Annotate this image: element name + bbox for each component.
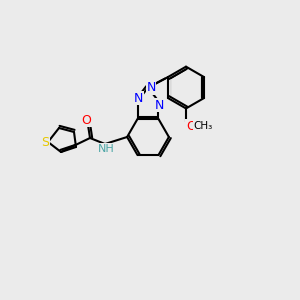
Text: CH₃: CH₃ bbox=[194, 122, 213, 131]
Text: N: N bbox=[134, 92, 143, 105]
Text: N: N bbox=[155, 99, 164, 112]
Text: O: O bbox=[186, 120, 196, 133]
Text: N: N bbox=[146, 81, 156, 94]
Text: S: S bbox=[41, 136, 49, 148]
Text: O: O bbox=[81, 113, 91, 127]
Text: NH: NH bbox=[98, 144, 114, 154]
